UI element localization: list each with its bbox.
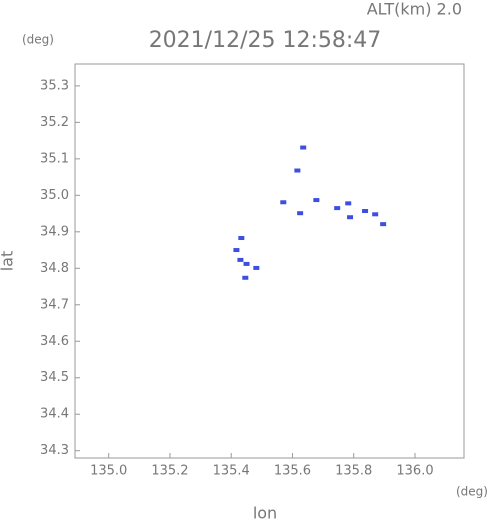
echo-point <box>297 211 304 216</box>
x-tick-label: 136.0 <box>396 464 433 479</box>
echo-point <box>233 248 240 253</box>
echo-point <box>243 261 250 266</box>
subtitle: ALT(km) 2.0 <box>367 0 462 19</box>
echo-point <box>237 257 244 262</box>
y-tick-label: 35.2 <box>40 115 69 130</box>
y-unit: (deg) <box>22 33 54 47</box>
echo-point <box>362 209 369 214</box>
echo-point <box>380 222 387 227</box>
y-axis-label: lat <box>0 251 17 272</box>
y-tick-label: 34.4 <box>40 407 69 422</box>
y-tick-label: 34.8 <box>40 261 69 276</box>
x-tick-label: 135.2 <box>151 464 188 479</box>
y-tick-label: 34.6 <box>40 334 69 349</box>
x-axis-label: lon <box>253 504 277 522</box>
echo-point <box>238 236 245 241</box>
x-tick-label: 135.4 <box>213 464 250 479</box>
y-tick-label: 34.7 <box>40 297 69 312</box>
echo-point <box>242 275 249 280</box>
echo-point <box>372 212 379 217</box>
y-tick-label: 34.5 <box>40 370 69 385</box>
echo-point <box>347 215 354 220</box>
x-unit: (deg) <box>456 485 488 499</box>
y-tick-label: 34.3 <box>40 443 69 458</box>
chart-title: 2021/12/25 12:58:47 <box>149 28 382 53</box>
y-tick-label: 35.1 <box>40 151 69 166</box>
x-tick-label: 135.6 <box>274 464 311 479</box>
y-tick-label: 35.3 <box>40 78 69 93</box>
x-tick-label: 135.0 <box>90 464 127 479</box>
echo-point <box>294 168 301 173</box>
plot-frame <box>74 63 465 459</box>
echo-point <box>334 206 341 211</box>
y-tick-label: 35.0 <box>40 188 69 203</box>
echo-point <box>313 198 320 203</box>
echo-point <box>253 265 260 270</box>
echo-point <box>300 145 307 150</box>
echo-point <box>280 200 287 205</box>
y-tick-label: 34.9 <box>40 224 69 239</box>
echo-point <box>345 201 352 206</box>
x-tick-label: 135.8 <box>335 464 372 479</box>
